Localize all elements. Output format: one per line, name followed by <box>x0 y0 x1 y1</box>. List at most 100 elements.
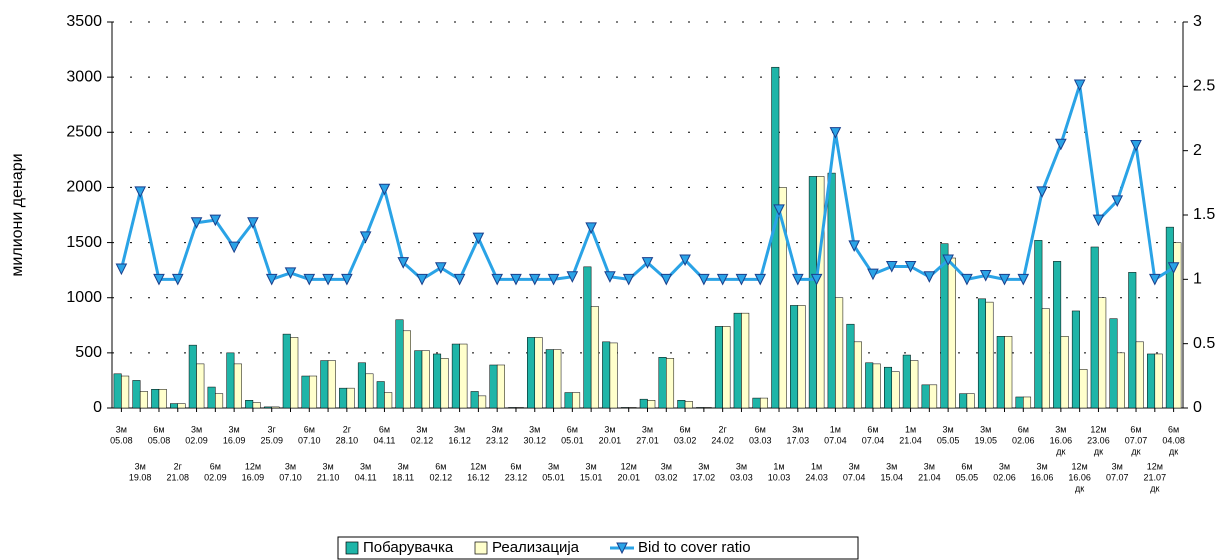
bar <box>451 343 460 409</box>
marker <box>209 214 222 227</box>
bar <box>233 363 242 409</box>
bar <box>853 341 862 409</box>
marker <box>698 273 710 286</box>
bar <box>808 176 817 409</box>
bar <box>827 172 836 409</box>
x-tick-label: 3м <box>492 424 503 434</box>
x-tick-label: 02.06 <box>993 472 1016 482</box>
bar <box>414 350 423 409</box>
legend-swatch <box>345 541 359 555</box>
bar <box>1004 336 1013 409</box>
bar <box>778 187 787 409</box>
bar <box>139 391 148 409</box>
y2-tick-label: 1 <box>1193 271 1202 288</box>
bar <box>865 362 874 409</box>
x-tick-label: 6м <box>1018 424 1029 434</box>
bar <box>440 358 449 409</box>
x-tick-label: 1м <box>773 461 784 471</box>
x-tick-label: 6м <box>435 461 446 471</box>
bar <box>884 366 893 409</box>
marker <box>284 267 297 280</box>
y2-tick-label: 0 <box>1193 399 1202 416</box>
marker <box>416 273 428 286</box>
bar <box>263 406 272 409</box>
x-tick-label: дк <box>1094 446 1103 456</box>
bar <box>1173 242 1182 409</box>
x-tick-label: 1м <box>811 461 822 471</box>
x-tick-label: 3м <box>586 461 597 471</box>
x-tick-label: 20.01 <box>599 435 622 445</box>
bar <box>188 344 197 409</box>
line <box>119 84 1175 282</box>
marker <box>754 273 767 286</box>
x-tick-label: дк <box>1131 446 1140 456</box>
x-tick-label: 07.04 <box>843 472 866 482</box>
bar <box>433 353 442 409</box>
bar <box>816 176 825 409</box>
marker <box>303 273 316 286</box>
marker <box>566 271 579 283</box>
x-tick-label: 23.06 <box>1087 435 1110 445</box>
bar <box>1147 353 1156 409</box>
bar <box>985 301 994 409</box>
x-tick-label: 3г <box>268 424 277 434</box>
x-tick-label: 19.08 <box>129 472 152 482</box>
bar <box>478 395 487 409</box>
bar <box>1015 396 1024 409</box>
marker <box>622 273 635 286</box>
x-tick-label: 03.03 <box>730 472 753 482</box>
marker <box>1017 273 1030 286</box>
bar <box>666 358 675 409</box>
x-tick-label: 30.12 <box>523 435 546 445</box>
marker <box>829 127 842 139</box>
bar <box>620 407 629 409</box>
bar <box>572 392 581 409</box>
bar <box>759 397 768 409</box>
x-tick-label: 3м <box>999 461 1010 471</box>
x-tick-label: 3м <box>416 424 427 434</box>
x-tick-label: 07.04 <box>862 435 885 445</box>
marker <box>641 257 654 269</box>
marker <box>153 273 165 286</box>
x-tick-label: 16.09 <box>223 435 246 445</box>
bar <box>959 393 968 409</box>
bar <box>1079 369 1088 409</box>
bar <box>515 407 524 409</box>
x-tick-label: 02.09 <box>204 472 227 482</box>
bar <box>602 341 611 409</box>
bar <box>966 393 975 409</box>
marker <box>472 232 485 245</box>
marker <box>171 273 184 286</box>
marker <box>228 241 240 254</box>
marker <box>1167 262 1180 274</box>
x-tick-label: 6м <box>755 424 766 434</box>
bar <box>1098 297 1107 409</box>
bar <box>132 380 141 409</box>
x-tick-label: 05.01 <box>542 472 565 482</box>
x-tick-label: дк <box>1169 446 1178 456</box>
x-tick-label: 23.12 <box>486 435 509 445</box>
marker <box>1111 195 1124 207</box>
marker <box>810 273 823 286</box>
x-tick-label: 12м <box>1072 461 1088 471</box>
marker <box>397 257 410 269</box>
x-tick-label: 6м <box>1130 424 1141 434</box>
x-tick-label: 3м <box>116 424 127 434</box>
bar <box>722 326 731 409</box>
x-tick-label: 04.11 <box>355 472 377 482</box>
y-tick-label: 500 <box>75 344 102 361</box>
x-tick-label: 23.12 <box>505 472 528 482</box>
bar <box>703 407 712 409</box>
bar <box>1135 341 1144 409</box>
bar <box>677 400 686 409</box>
marker <box>115 263 128 276</box>
x-tick-label: 6м <box>304 424 315 434</box>
bar <box>309 375 318 409</box>
x-tick-label: 12м <box>470 461 486 471</box>
bar <box>496 364 505 409</box>
x-tick-label: 16.06 <box>1068 472 1091 482</box>
bar <box>583 266 592 409</box>
x-tick-label: 6м <box>679 424 690 434</box>
bar <box>357 362 366 409</box>
x-tick-label: 6м <box>867 424 878 434</box>
